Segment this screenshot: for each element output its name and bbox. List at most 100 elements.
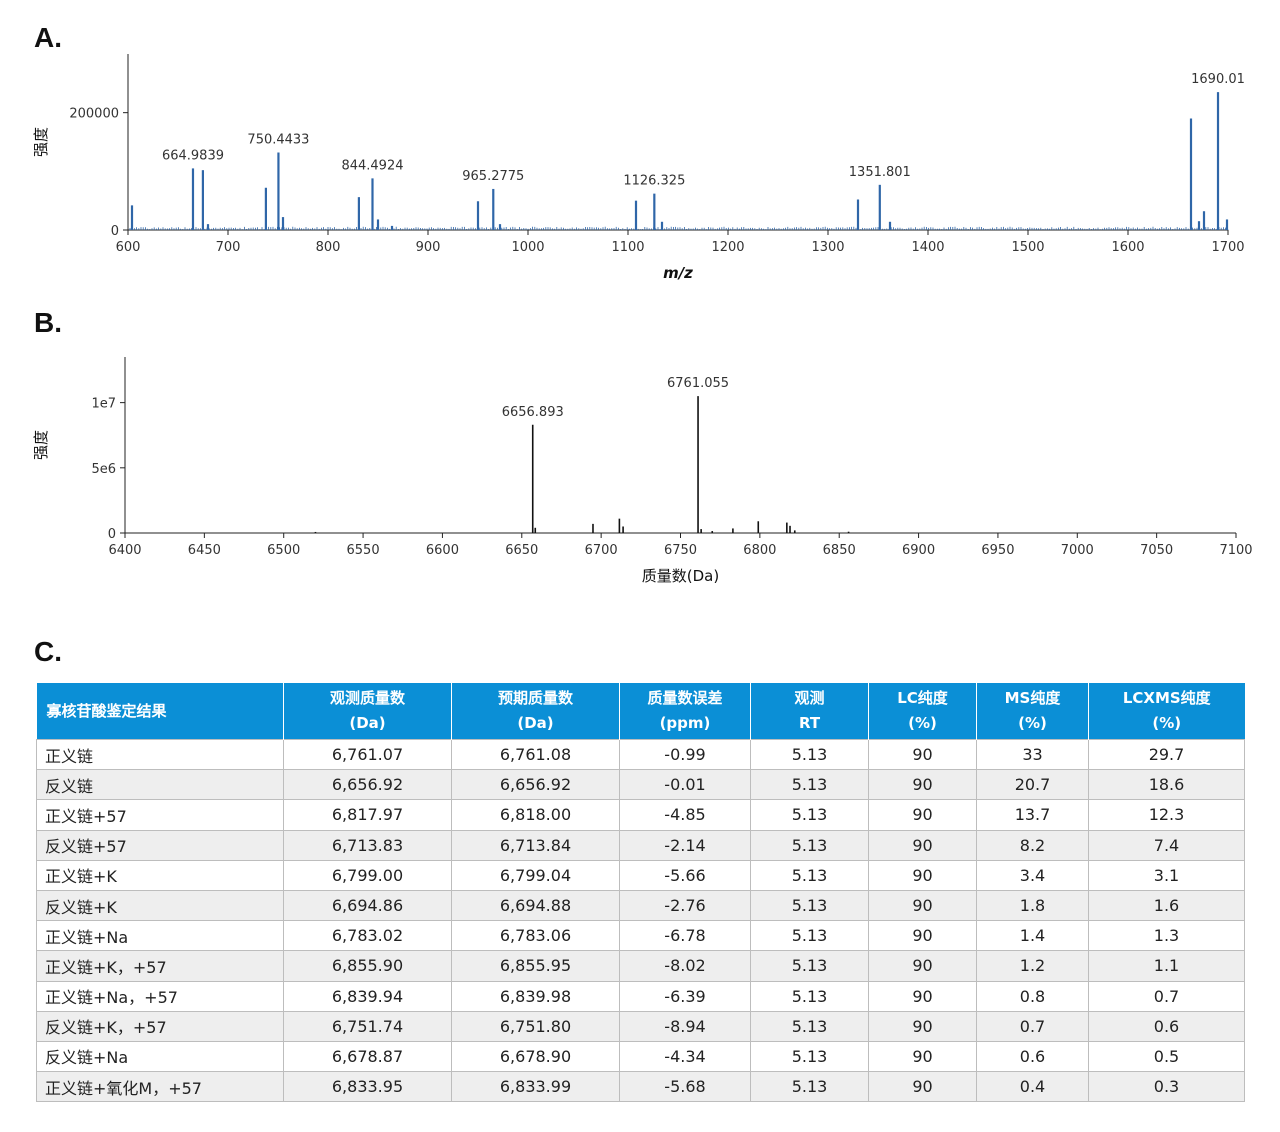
column-header-line1: 寡核苷酸鉴定结果: [46, 701, 167, 720]
x-tick-label: 600: [116, 240, 141, 255]
y-tick-label: 5e6: [91, 462, 116, 477]
table-cell: 6,694.88: [451, 889, 620, 922]
table-cell: -0.01: [619, 769, 751, 801]
table-row: 正义链+57 6,817.97 6,818.00 -4.85 5.13 90 13.7 12.…: [36, 799, 1245, 831]
table-cell: 90: [868, 829, 977, 861]
column-header-line1: LCXMS纯度: [1122, 689, 1211, 707]
table-cell: 1.3: [1088, 920, 1245, 952]
table-cell: 0.6: [1088, 1010, 1245, 1042]
table-cell: 0.4: [976, 1071, 1089, 1103]
table-cell: 0.7: [1088, 980, 1245, 1012]
table-cell: 6,839.94: [283, 980, 452, 1012]
column-header-line2: (%): [1018, 714, 1047, 732]
table-cell: 13.7: [976, 799, 1089, 831]
table-cell: 90: [868, 889, 977, 922]
row-name-cell: 反义链+K: [36, 889, 284, 922]
table-cell: -5.66: [619, 859, 751, 891]
table-cell: 6,855.95: [451, 950, 620, 982]
table-cell: -4.34: [619, 1040, 751, 1073]
table-header-row: 寡核苷酸鉴定结果 观测质量数 (Da) 预期质量数 (Da) 质量数误差 (ppm) 观测 RT…: [36, 683, 1245, 740]
x-tick-label: 1500: [1011, 240, 1044, 255]
table-row: 反义链 6,656.92 6,656.92 -0.01 5.13 90 20.7 18.6: [36, 769, 1245, 801]
table-row: 反义链+K，+57 6,751.74 6,751.80 -8.94 5.13 90 0.7 0…: [36, 1010, 1245, 1042]
table-cell: 29.7: [1088, 738, 1245, 771]
y-tick-label: 1e7: [91, 397, 116, 412]
table-cell: 1.8: [976, 889, 1089, 922]
x-tick-label: 7050: [1140, 543, 1173, 558]
x-tick-label: 7100: [1219, 543, 1252, 558]
y-tick-label: 0: [108, 527, 116, 542]
column-header-line1: LC纯度: [897, 689, 948, 707]
y-tick-label: 0: [111, 224, 119, 239]
table-cell: 90: [868, 799, 977, 831]
table-cell: 7.4: [1088, 829, 1245, 861]
table-cell: 0.8: [976, 980, 1089, 1012]
table-cell: 5.13: [750, 1040, 869, 1073]
table-cell: 6,713.83: [283, 829, 452, 861]
table-cell: 1.2: [976, 950, 1089, 982]
table-cell: 6,839.98: [451, 980, 620, 1012]
table-cell: 0.5: [1088, 1040, 1245, 1073]
row-name-cell: 正义链+57: [36, 799, 284, 831]
table-cell: 6,694.86: [283, 889, 452, 922]
peak-label: 6656.893: [502, 405, 564, 420]
x-tick-label: 6750: [664, 543, 697, 558]
column-header-line2: (ppm): [659, 714, 711, 732]
peak-label: 965.2775: [462, 169, 524, 184]
row-name-cell: 反义链+Na: [36, 1040, 284, 1073]
table-cell: 90: [868, 1010, 977, 1042]
x-tick-label: 7000: [1061, 543, 1094, 558]
x-tick-label: 6550: [347, 543, 380, 558]
table-cell: -8.02: [619, 950, 751, 982]
column-header-line2: (Da): [517, 714, 554, 732]
table-cell: 20.7: [976, 769, 1089, 801]
table-cell: 6,818.00: [451, 799, 620, 831]
column-header: 观测 RT: [750, 683, 869, 740]
column-header-line2: (Da): [349, 714, 386, 732]
x-tick-label: 6600: [426, 543, 459, 558]
table-cell: 5.13: [750, 1071, 869, 1103]
table-cell: 1.6: [1088, 889, 1245, 922]
x-tick-label: 6850: [823, 543, 856, 558]
row-name-cell: 正义链: [36, 738, 284, 771]
table-cell: 33: [976, 738, 1089, 771]
table-cell: 90: [868, 859, 977, 891]
table-row: 反义链+Na 6,678.87 6,678.90 -4.34 5.13 90 0.6 0.5: [36, 1040, 1245, 1073]
x-tick-label: 6400: [108, 543, 141, 558]
row-name-cell: 正义链+K: [36, 859, 284, 891]
table-cell: 6,855.90: [283, 950, 452, 982]
table-row: 反义链+57 6,713.83 6,713.84 -2.14 5.13 90 8.2 7.4: [36, 829, 1245, 861]
chart-b: 6400 6450 6500 6550 6600 6650 6700 6750 6800 6850…: [32, 357, 1253, 585]
peak-label: 1351.801: [849, 165, 911, 180]
column-header: 预期质量数 (Da): [451, 683, 620, 740]
baseline-noise: [129, 226, 1229, 230]
column-header-line2: RT: [798, 714, 821, 732]
row-name-cell: 正义链+Na: [36, 920, 284, 952]
x-tick-label: 800: [316, 240, 341, 255]
column-header-line1: 预期质量数: [497, 689, 573, 707]
table-cell: 6,833.99: [451, 1071, 620, 1103]
table-cell: 90: [868, 1040, 977, 1073]
table-cell: 5.13: [750, 769, 869, 801]
row-name-cell: 正义链+K，+57: [36, 950, 284, 982]
column-header: MS纯度 (%): [976, 683, 1089, 740]
panel-a-letter: A.: [34, 22, 62, 53]
table-cell: 5.13: [750, 980, 869, 1012]
table-row: 正义链+K 6,799.00 6,799.04 -5.66 5.13 90 3.4 3.1: [36, 859, 1245, 891]
table-cell: -2.76: [619, 889, 751, 922]
column-header: 质量数误差 (ppm): [619, 683, 751, 740]
column-header-line1: MS纯度: [1004, 689, 1061, 707]
table-cell: 6,833.95: [283, 1071, 452, 1103]
x-tick-label: 6500: [267, 543, 300, 558]
x-axis-title: 质量数(Da): [642, 567, 719, 585]
row-name-cell: 正义链+氧化M，+57: [36, 1071, 284, 1103]
x-tick-label: 6650: [505, 543, 538, 558]
table-cell: 6,678.87: [283, 1040, 452, 1073]
x-tick-label: 1200: [711, 240, 744, 255]
table-cell: 6,656.92: [451, 769, 620, 801]
table-cell: 90: [868, 950, 977, 982]
peak-label: 844.4924: [341, 158, 403, 173]
table-cell: 1.4: [976, 920, 1089, 952]
x-axis-title: m/z: [663, 264, 693, 282]
table-cell: 5.13: [750, 920, 869, 952]
